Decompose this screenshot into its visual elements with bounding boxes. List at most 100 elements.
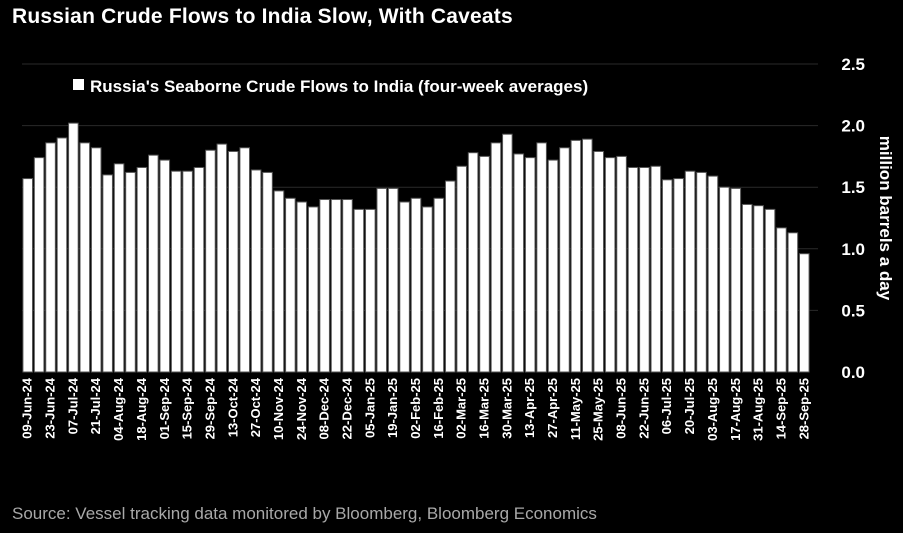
- bar: [661, 179, 673, 373]
- x-tick-label: 02-Feb-25: [408, 378, 423, 439]
- bar: [159, 159, 171, 373]
- bar: [639, 166, 650, 373]
- legend-swatch: [73, 79, 84, 90]
- bar: [536, 142, 547, 373]
- bar: [227, 150, 239, 373]
- bar: [319, 199, 330, 373]
- bar: [330, 199, 342, 373]
- bar: [307, 206, 319, 373]
- y-tick-label: 0.0: [841, 363, 865, 382]
- x-tick-label: 08-Dec-24: [317, 377, 332, 439]
- x-tick-label: 03-Aug-25: [705, 378, 720, 441]
- bar: [296, 201, 308, 373]
- bar: [193, 166, 205, 373]
- bar: [125, 171, 136, 373]
- bar: [616, 155, 627, 373]
- x-tick-label: 09-Jun-24: [20, 377, 35, 438]
- bar: [513, 153, 525, 373]
- x-tick-label: 31-Aug-25: [751, 378, 766, 441]
- bar: [216, 143, 228, 373]
- bar: [22, 178, 34, 373]
- bar: [285, 197, 296, 373]
- bar: [604, 157, 616, 373]
- x-tick-label: 22-Jun-25: [636, 378, 651, 439]
- bar: [113, 163, 125, 373]
- bars: [22, 122, 810, 373]
- bar: [684, 170, 696, 373]
- x-tick-label: 24-Nov-24: [294, 377, 309, 440]
- x-tick-label: 19-Jan-25: [385, 378, 400, 438]
- bar: [582, 138, 593, 373]
- bar: [673, 178, 684, 373]
- bar: [764, 208, 776, 373]
- bar: [787, 232, 799, 373]
- bar: [102, 174, 113, 373]
- bar: [273, 190, 285, 373]
- bar: [376, 187, 388, 373]
- bar: [490, 142, 502, 373]
- x-tick-label: 01-Sep-24: [157, 377, 172, 439]
- bar: [399, 201, 410, 373]
- legend-label: Russia's Seaborne Crude Flows to India (…: [90, 77, 588, 96]
- x-tick-label: 07-Jul-24: [65, 377, 80, 434]
- x-tick-label: 22-Dec-24: [339, 377, 354, 439]
- bar: [33, 157, 45, 373]
- bar: [353, 208, 365, 373]
- y-tick-label: 0.5: [841, 301, 865, 320]
- bar: [205, 149, 216, 373]
- bar: [90, 147, 102, 373]
- bar: [776, 227, 787, 373]
- x-tick-label: 13-Oct-24: [225, 377, 240, 437]
- x-tick-label: 11-May-25: [568, 378, 583, 440]
- bar: [262, 171, 273, 373]
- bar: [422, 206, 433, 373]
- bar: [479, 155, 490, 373]
- bar: [79, 142, 91, 373]
- bar: [410, 197, 422, 373]
- y-tick-label: 2.0: [841, 117, 865, 136]
- y-tick-label: 1.0: [841, 240, 865, 259]
- bar: [593, 150, 605, 373]
- x-tick-label: 28-Sep-25: [796, 378, 811, 439]
- x-axis-ticks: 09-Jun-24 23-Jun-24 07-Jul-24 21-Jul-24 04-A…: [20, 377, 812, 441]
- y-tick-label: 2.5: [841, 55, 865, 74]
- y-axis-ticks: 0.0 0.5 1.0 1.5 2.0 2.5: [841, 55, 865, 382]
- x-tick-label: 13-Apr-25: [522, 378, 537, 438]
- bar: [798, 253, 810, 373]
- bar: [45, 142, 56, 373]
- x-tick-label: 15-Sep-24: [180, 377, 195, 439]
- x-tick-label: 10-Nov-24: [271, 377, 286, 440]
- x-tick-label: 20-Jul-25: [682, 378, 697, 434]
- x-tick-label: 16-Feb-25: [431, 378, 446, 439]
- bar: [365, 208, 376, 373]
- x-tick-label: 06-Jul-25: [659, 378, 674, 434]
- chart-title: Russian Crude Flows to India Slow, With …: [12, 5, 513, 28]
- x-tick-label: 25-May-25: [591, 378, 606, 441]
- bar: [627, 166, 639, 373]
- bar: [56, 137, 68, 373]
- bar: [741, 203, 753, 373]
- x-tick-label: 02-Mar-25: [454, 378, 469, 439]
- bar: [68, 122, 79, 373]
- y-axis-label: million barrels a day: [876, 136, 895, 301]
- x-tick-label: 29-Sep-24: [202, 377, 217, 439]
- bar: [387, 187, 399, 373]
- x-tick-label: 27-Apr-25: [545, 378, 560, 438]
- bar: [444, 180, 456, 373]
- x-tick-label: 17-Aug-25: [728, 378, 743, 441]
- x-tick-label: 27-Oct-24: [248, 377, 263, 437]
- bar: [570, 139, 582, 373]
- x-tick-label: 23-Jun-24: [43, 377, 58, 438]
- y-tick-label: 1.5: [841, 178, 865, 197]
- bar: [239, 147, 250, 373]
- x-tick-label: 21-Jul-24: [88, 377, 103, 434]
- bar: [433, 197, 445, 373]
- bar: [342, 199, 353, 373]
- bar: [136, 166, 148, 373]
- bar: [753, 205, 764, 373]
- bar: [148, 154, 159, 373]
- bar: [730, 187, 742, 373]
- bar: [250, 169, 262, 373]
- x-tick-label: 05-Jan-25: [362, 378, 377, 438]
